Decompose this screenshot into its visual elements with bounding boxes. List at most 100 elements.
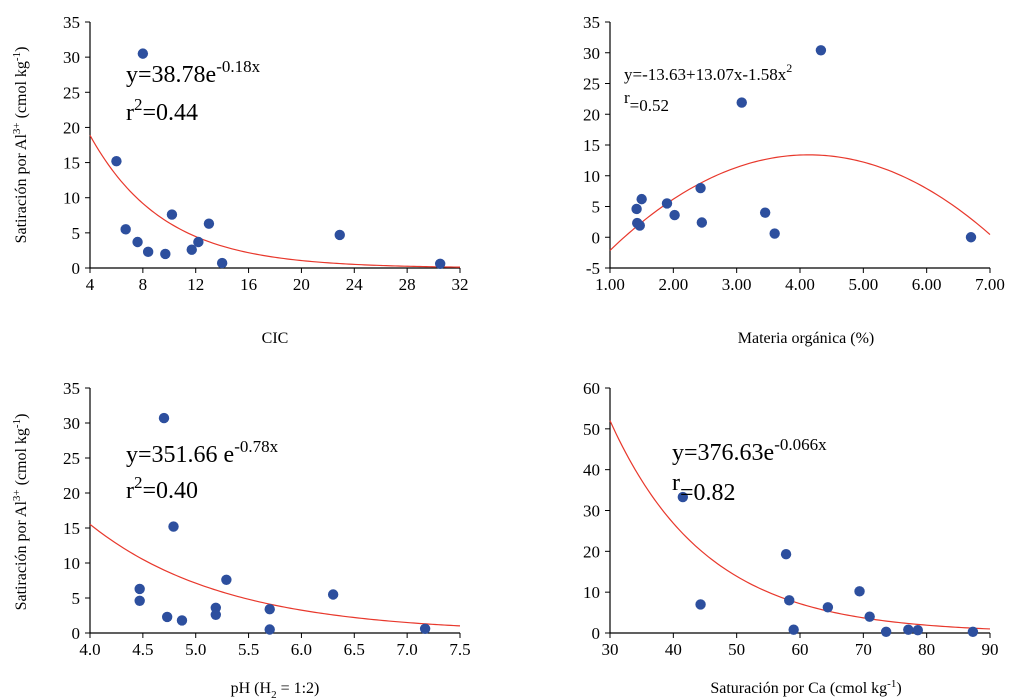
y-tick-label: 15: [63, 519, 80, 538]
fit-statistic: r=0.82: [672, 470, 736, 506]
x-tick-label: 6.00: [912, 275, 942, 294]
axis-frame: [89, 22, 460, 269]
data-point: [696, 217, 708, 228]
panel-saturacion-ca: 30 40 50 60 70 80 90 0 10 20 30 40 50 60 y=376.63e-0…: [583, 379, 999, 697]
data-point: [780, 548, 792, 560]
y-tick-label: 50: [583, 420, 600, 439]
y-tick-label: 10: [583, 583, 600, 602]
fit-equation: y=38.78e-0.18x: [126, 57, 261, 88]
y-tick-label: 0: [592, 624, 601, 643]
data-points: [111, 48, 446, 269]
y-tick-label: 15: [63, 154, 80, 173]
data-point: [864, 611, 875, 622]
x-tick-label: 6.0: [291, 640, 312, 659]
y-tick-label: 20: [63, 484, 80, 503]
x-tick-label: 40: [665, 640, 682, 659]
y-tick-label: 20: [583, 105, 600, 124]
data-point: [166, 209, 178, 220]
data-point: [788, 624, 799, 635]
x-tick-label: 12: [187, 275, 204, 294]
y-axis-title: Satiración por Al3+ (cmol kg-1): [11, 414, 30, 611]
y-tick-label: -5: [586, 259, 600, 278]
data-point: [854, 586, 865, 597]
y-tick-label: 25: [63, 449, 80, 468]
y-tick-labels: 0 5 10 15 20 25 30 35: [63, 13, 80, 278]
x-axis-title: Materia orgánica (%): [738, 330, 875, 347]
data-point: [822, 602, 834, 613]
axis-frame: [89, 388, 460, 634]
x-tick-label: 4: [86, 275, 95, 294]
x-tick-label: 80: [918, 640, 935, 659]
data-point: [784, 595, 795, 606]
y-tick-label: 0: [592, 228, 601, 247]
x-tick-label: 5.0: [185, 640, 206, 659]
x-tick-label: 50: [728, 640, 745, 659]
x-tick-label: 2.00: [658, 275, 688, 294]
x-tick-label: 90: [982, 640, 999, 659]
panel-materia-organica: 1.00 2.00 3.00 4.00 5.00 6.00 7.00 -5 0 5 10 15 20 2…: [583, 13, 1005, 347]
fit-curve: [89, 523, 461, 627]
y-tick-labels: -5 0 5 10 15 20 25 30 35: [583, 13, 600, 278]
x-tick-label: 4.5: [132, 640, 153, 659]
y-tick-label: 15: [583, 136, 600, 155]
x-tick-label: 3.00: [722, 275, 752, 294]
y-tick-label: 30: [63, 48, 80, 67]
fit-statistic: r2=0.40: [126, 473, 198, 504]
fit-curve: [609, 154, 991, 251]
x-tick-label: 7.00: [975, 275, 1005, 294]
x-tick-label: 60: [792, 640, 809, 659]
x-tick-label: 4.0: [79, 640, 100, 659]
data-point: [769, 228, 780, 239]
x-tick-label: 8: [139, 275, 148, 294]
y-tick-label: 30: [583, 502, 600, 521]
ticks: [85, 387, 461, 638]
panel-cic: 4 8 12 16 20 24 28 32 0 5 10 15 20 25 30 35 y=38.78e-0…: [11, 13, 469, 347]
x-tick-label: 7.0: [397, 640, 418, 659]
y-tick-label: 35: [583, 13, 600, 32]
data-point: [193, 236, 204, 248]
x-axis-title: pH (H2 = 1:2): [231, 680, 320, 700]
panel-ph: 4.0 4.5 5.0 5.5 6.0 6.5 7.0 7.5 05101520253035 …: [11, 379, 471, 700]
data-point: [903, 624, 914, 635]
x-tick-label: 5.5: [238, 640, 259, 659]
y-tick-label: 30: [63, 414, 80, 433]
x-tick-label: 16: [240, 275, 257, 294]
data-point: [168, 521, 179, 532]
x-tick-labels: 4 8 12 16 20 24 28 32: [86, 275, 469, 294]
data-point: [186, 244, 197, 255]
x-tick-labels: 30 40 50 60 70 80 90: [602, 640, 999, 659]
ticks: [605, 21, 991, 273]
fit-statistic: r2=0.44: [126, 95, 198, 126]
data-point: [216, 257, 228, 269]
y-tick-label: 0: [72, 624, 81, 643]
x-tick-label: 1.00: [595, 275, 625, 294]
y-axis-title: Satiración por Al3+ (cmol kg-1): [11, 47, 30, 244]
y-tick-label: 5: [592, 198, 601, 217]
data-point: [160, 248, 171, 260]
data-point: [158, 412, 170, 424]
x-tick-label: 6.5: [344, 640, 365, 659]
x-tick-label: 5.00: [848, 275, 878, 294]
data-point: [132, 236, 143, 248]
x-tick-label: 20: [293, 275, 310, 294]
y-tick-labels: 0 5 10 15 20 25 30 35: [63, 379, 80, 643]
data-point: [695, 599, 706, 610]
ticks: [85, 21, 461, 273]
y-tick-label: 10: [63, 554, 80, 573]
data-point: [161, 611, 173, 623]
y-tick-label: 20: [63, 118, 80, 137]
axis-frame: [609, 388, 990, 634]
y-tick-label: 10: [583, 167, 600, 186]
data-point: [111, 155, 122, 167]
x-tick-labels: 4.0 4.5 5.0 5.5 6.0 6.5 7.0 7.5: [79, 640, 470, 659]
data-point: [815, 45, 827, 56]
data-point: [134, 583, 145, 595]
x-tick-label: 70: [855, 640, 872, 659]
data-point: [142, 246, 154, 258]
x-tick-label: 7.5: [449, 640, 470, 659]
y-tick-label: 30: [583, 44, 600, 63]
data-point: [631, 203, 642, 215]
y-tick-label: 25: [63, 83, 80, 102]
data-point: [434, 258, 446, 269]
data-point: [669, 209, 680, 221]
